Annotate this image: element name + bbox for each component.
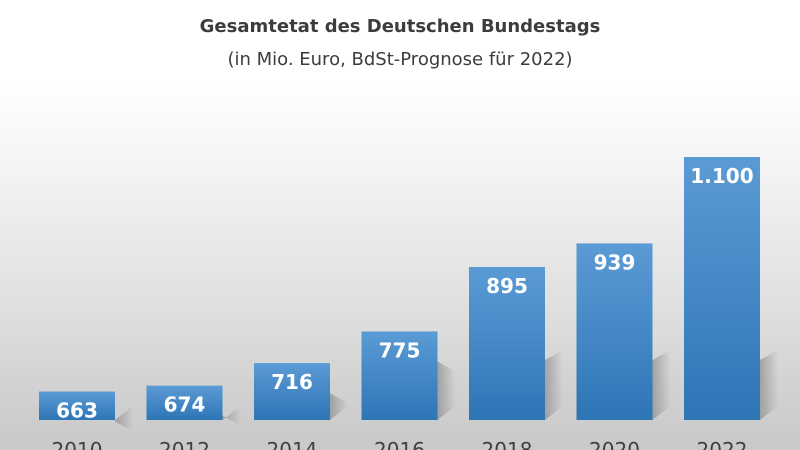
bar-shadow-2022 [760,350,778,420]
chart-title: Gesamtetat des Deutschen Bundestags [199,16,601,37]
bar-2012 [146,385,223,420]
x-tick-2010: 2010 [52,438,103,450]
bar-2022 [684,157,760,420]
bar-shadow-2016 [437,361,456,420]
value-label-2022: 1.100 [690,164,753,188]
bar-2010 [39,391,115,420]
x-tick-2018: 2018 [482,438,533,450]
bar-2014 [254,363,330,420]
bar-shadows [115,350,778,432]
bar-2020 [576,243,653,420]
bar-shadow-2012 [222,406,241,426]
x-tick-2022: 2022 [697,438,748,450]
x-tick-2016: 2016 [374,438,425,450]
bar-shadow-2020 [652,350,671,420]
x-tick-labels-group: 2010 2012 2014 2016 2018 2020 2022 [52,438,748,450]
bar-shadow-2010 [115,406,133,432]
value-label-2014: 716 [271,370,313,394]
value-label-2010: 663 [56,399,98,423]
bars-group [39,157,760,420]
bar-2016 [361,331,438,420]
value-label-2016: 775 [379,338,421,362]
bar-shadow-2018 [545,350,563,420]
chart-subtitle: (in Mio. Euro, BdSt-Prognose für 2022) [227,49,573,70]
x-tick-2020: 2020 [589,438,640,450]
value-label-2018: 895 [486,274,528,298]
x-tick-2014: 2014 [267,438,318,450]
value-label-2020: 939 [594,250,636,274]
value-label-2012: 674 [164,393,206,417]
bar-2018 [469,267,545,420]
bar-shadow-2014 [330,393,348,420]
value-labels-group: 663 674 716 775 895 939 1.100 [56,164,754,423]
x-tick-2012: 2012 [159,438,210,450]
